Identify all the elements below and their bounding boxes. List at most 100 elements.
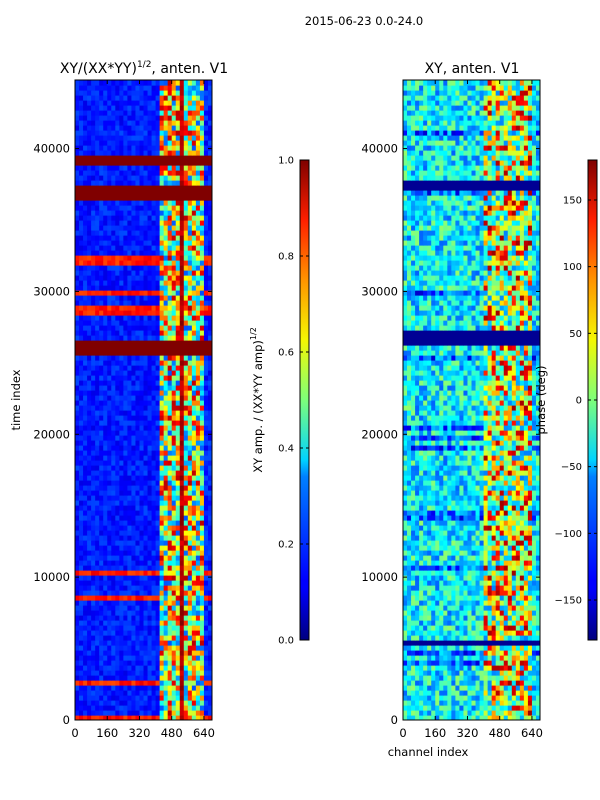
heatmap-cell bbox=[139, 590, 145, 596]
heatmap-cell bbox=[119, 550, 124, 556]
heatmap-cell bbox=[487, 700, 493, 706]
heatmap-cell bbox=[191, 585, 197, 591]
heatmap-cell bbox=[443, 690, 448, 696]
heatmap-cell bbox=[83, 425, 88, 431]
heatmap-cell bbox=[123, 325, 128, 331]
heatmap-cell bbox=[91, 560, 96, 566]
heatmap-cell bbox=[111, 515, 116, 521]
heatmap-cell bbox=[111, 445, 116, 451]
heatmap-cell bbox=[127, 275, 133, 281]
heatmap-cell bbox=[91, 650, 96, 656]
heatmap-cell bbox=[167, 270, 173, 276]
heatmap-cell bbox=[459, 640, 465, 646]
heatmap-cell bbox=[203, 300, 209, 306]
heatmap-cell bbox=[127, 160, 133, 166]
heatmap-cell bbox=[127, 205, 133, 211]
heatmap-cell bbox=[143, 185, 149, 191]
heatmap-cell bbox=[187, 325, 193, 331]
heatmap-cell bbox=[83, 555, 88, 561]
heatmap-cell bbox=[155, 400, 161, 406]
heatmap-cell bbox=[115, 170, 120, 176]
heatmap-cell bbox=[119, 650, 124, 656]
heatmap-cell bbox=[195, 295, 201, 301]
heatmap-cell bbox=[183, 485, 189, 491]
heatmap-cell bbox=[179, 500, 185, 506]
heatmap-cell bbox=[91, 275, 96, 281]
heatmap-cell bbox=[507, 675, 513, 681]
heatmap-cell bbox=[91, 180, 96, 186]
heatmap-cell bbox=[179, 395, 185, 401]
heatmap-cell bbox=[155, 475, 161, 481]
heatmap-cell bbox=[103, 600, 108, 606]
heatmap-cell bbox=[119, 305, 124, 311]
heatmap-cell bbox=[147, 460, 153, 466]
heatmap-cell bbox=[147, 265, 153, 271]
heatmap-cell bbox=[419, 715, 424, 720]
heatmap-cell bbox=[127, 260, 133, 266]
heatmap-cell bbox=[171, 505, 177, 511]
heatmap-cell bbox=[191, 95, 197, 101]
heatmap-cell bbox=[499, 640, 505, 646]
heatmap-cell bbox=[147, 385, 153, 391]
heatmap-cell bbox=[151, 190, 157, 196]
heatmap-cell bbox=[515, 715, 521, 720]
heatmap-cell bbox=[143, 425, 149, 431]
heatmap-cell bbox=[119, 695, 124, 701]
heatmap-cell bbox=[95, 290, 100, 296]
heatmap-cell bbox=[139, 535, 145, 541]
heatmap-cell bbox=[523, 675, 529, 681]
heatmap-cell bbox=[79, 95, 84, 101]
heatmap-cell bbox=[123, 170, 128, 176]
heatmap-cell bbox=[123, 585, 128, 591]
heatmap-cell bbox=[163, 195, 169, 201]
heatmap-cell bbox=[207, 665, 212, 671]
heatmap-cell bbox=[183, 170, 189, 176]
heatmap-cell bbox=[119, 440, 124, 446]
heatmap-cell bbox=[87, 555, 92, 561]
heatmap-cell bbox=[163, 205, 169, 211]
heatmap-cell bbox=[163, 105, 169, 111]
heatmap-cell bbox=[151, 480, 157, 486]
heatmap-cell bbox=[79, 250, 84, 256]
heatmap-cell bbox=[87, 680, 92, 686]
heatmap-cell bbox=[459, 675, 465, 681]
heatmap-cell bbox=[83, 95, 88, 101]
heatmap-cell bbox=[151, 625, 157, 631]
heatmap-cell bbox=[155, 690, 161, 696]
heatmap-cell bbox=[111, 530, 116, 536]
heatmap-cell bbox=[139, 320, 145, 326]
heatmap-cell bbox=[91, 520, 96, 526]
heatmap-cell bbox=[431, 665, 436, 671]
heatmap-cell bbox=[147, 480, 153, 486]
heatmap-cell bbox=[139, 440, 145, 446]
heatmap-cell bbox=[103, 360, 108, 366]
heatmap-cell bbox=[203, 85, 209, 91]
heatmap-cell bbox=[95, 585, 100, 591]
heatmap-cell bbox=[95, 160, 100, 166]
heatmap-cell bbox=[475, 645, 481, 651]
heatmap-cell bbox=[423, 680, 428, 686]
heatmap-cell bbox=[451, 690, 456, 696]
heatmap-cell bbox=[463, 700, 469, 706]
heatmap-cell bbox=[127, 200, 133, 206]
heatmap-cell bbox=[167, 170, 173, 176]
heatmap-cell bbox=[79, 340, 84, 346]
heatmap-cell bbox=[507, 715, 513, 720]
heatmap-cell bbox=[107, 475, 112, 481]
heatmap-cell bbox=[195, 430, 201, 436]
heatmap-cell bbox=[111, 170, 116, 176]
heatmap-cell bbox=[143, 230, 149, 236]
heatmap-cell bbox=[127, 440, 133, 446]
heatmap-cell bbox=[95, 115, 100, 121]
heatmap-cell bbox=[195, 600, 201, 606]
heatmap-cell bbox=[195, 655, 201, 661]
heatmap-cell bbox=[103, 345, 108, 351]
heatmap-cell bbox=[103, 565, 108, 571]
heatmap-cell bbox=[175, 320, 181, 326]
heatmap-cell bbox=[207, 210, 212, 216]
heatmap-cell bbox=[79, 90, 84, 96]
heatmap-cell bbox=[95, 640, 100, 646]
heatmap-cell bbox=[119, 560, 124, 566]
heatmap-cell bbox=[207, 85, 212, 91]
heatmap-cell bbox=[435, 685, 440, 691]
